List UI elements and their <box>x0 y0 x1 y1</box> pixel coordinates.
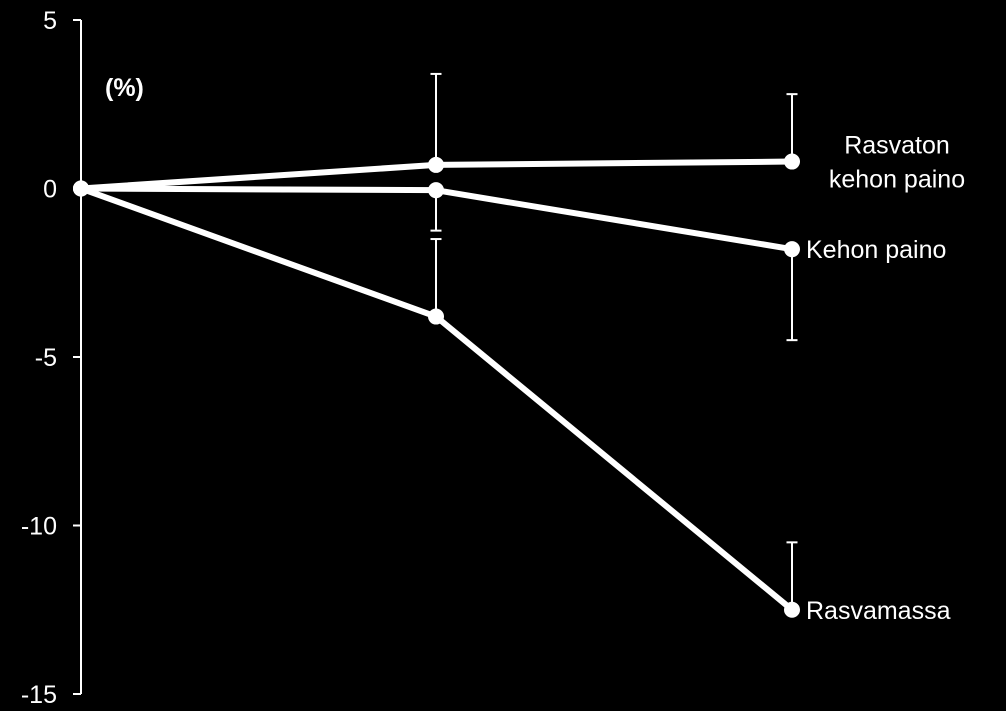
series-points <box>73 153 800 618</box>
y-tick-label: 5 <box>43 7 57 35</box>
unit-label: (%) <box>105 74 144 102</box>
series-point <box>428 156 444 173</box>
series-point <box>784 601 800 618</box>
series-point <box>784 153 800 170</box>
series-label: Kehon paino <box>806 236 946 264</box>
y-tick-label: 0 <box>43 176 57 204</box>
series-point <box>73 180 89 197</box>
y-tick-label: -15 <box>21 681 57 709</box>
series-label: Rasvamassa <box>806 597 951 625</box>
series-label: kehon paino <box>829 166 965 194</box>
y-axis-ticks: 5 0 -5 -10 -15 <box>21 7 81 709</box>
error-bars <box>430 72 798 610</box>
y-tick-label: -10 <box>21 513 57 541</box>
series-point <box>784 241 800 258</box>
series-point <box>428 182 444 199</box>
series-point <box>428 308 444 325</box>
series-label: Rasvaton <box>844 132 950 160</box>
y-tick-label: -5 <box>35 344 57 372</box>
series-labels: Rasvaton kehon paino Kehon paino Rasvamassa <box>806 132 965 625</box>
